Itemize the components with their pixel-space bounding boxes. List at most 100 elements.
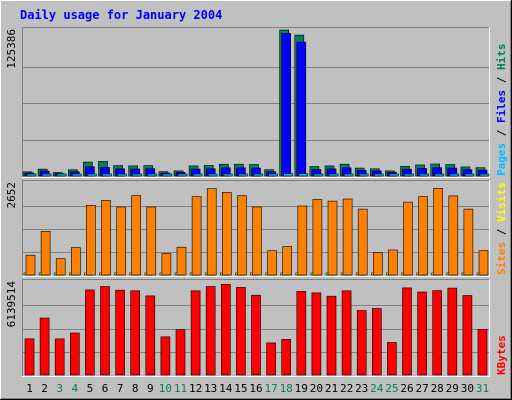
pages-bar-day-5	[87, 173, 97, 177]
pages-bar-day-29	[449, 173, 460, 177]
kbytes-bar-day-19	[296, 291, 307, 376]
sites-bar-day-14	[222, 192, 232, 276]
sites-bar-day-17	[267, 250, 277, 276]
sites-bar-day-6	[101, 200, 111, 276]
kbytes-bar-day-6	[100, 286, 110, 376]
kbytes-bar-day-12	[190, 290, 201, 376]
pages-bar-day-24	[373, 173, 384, 177]
pages-bar-day-11	[177, 173, 188, 177]
kbytes-bar-day-28	[432, 290, 443, 376]
sites-bar-day-2	[40, 231, 51, 276]
chart-title: Daily usage for January 2004	[20, 8, 222, 22]
kbytes-bar-day-13	[205, 286, 216, 376]
sites-bar-day-26	[403, 201, 413, 276]
sites-bar-day-24	[372, 252, 383, 276]
kbytes-bar-day-22	[341, 290, 352, 376]
kbytes-bar-day-18	[281, 339, 292, 376]
day-label-12: 12	[189, 382, 202, 395]
visits-panel: 2652 Sites / Visits	[5, 180, 508, 277]
hits-panel: 125386 Pages / Files / Hits	[5, 27, 508, 178]
sites-bar-day-25	[388, 249, 398, 276]
pages-bar-day-18	[283, 173, 294, 177]
sites-bar-day-4	[71, 247, 81, 276]
day-label-23: 23	[355, 382, 368, 395]
sites-bar-day-13	[206, 188, 217, 276]
day-label-29: 29	[446, 382, 459, 395]
pages-bar-day-1	[26, 173, 37, 177]
day-label-26: 26	[400, 382, 413, 395]
day-labels: 1 2 3 4 5 6 7 8 9 10 11 12 13 14 15 16 17 18 19 20 21 22 23 24 2…	[26, 382, 489, 395]
sites-bar-day-12	[191, 196, 202, 276]
pages-bar-day-7	[117, 173, 127, 177]
kbytes-bar-day-5	[85, 289, 95, 376]
day-label-4: 4	[71, 382, 78, 395]
day-label-28: 28	[431, 382, 444, 395]
sites-bar-day-27	[418, 196, 428, 276]
day-label-27: 27	[415, 382, 428, 395]
legend-label: /	[495, 70, 508, 90]
panel-max-label: 2652	[5, 182, 18, 209]
legend-label: Sites	[495, 242, 508, 275]
sites-bar-day-19	[297, 205, 308, 276]
kbytes-bar-day-11	[175, 329, 186, 376]
day-label-31: 31	[476, 382, 489, 395]
day-label-25: 25	[385, 382, 398, 395]
sites-bar-day-15	[237, 195, 247, 276]
legend-label: KBytes	[495, 335, 508, 375]
files-bar-day-18	[281, 33, 292, 177]
kbytes-bar-day-17	[266, 342, 276, 376]
kbytes-bar-day-31	[477, 329, 488, 376]
pages-bar-day-19	[298, 173, 309, 177]
sites-bar-day-7	[116, 206, 126, 276]
pages-bar-day-10	[162, 173, 173, 177]
sites-bar-day-31	[478, 250, 489, 276]
legend-label: /	[495, 123, 508, 143]
pages-bar-day-13	[207, 173, 218, 177]
day-label-6: 6	[102, 382, 109, 395]
sites-bar-day-1	[25, 254, 36, 276]
day-label-13: 13	[204, 382, 217, 395]
pages-bar-day-16	[253, 173, 263, 177]
pages-bar-day-14	[223, 173, 233, 177]
kbytes-bar-day-2	[39, 317, 50, 376]
day-label-3: 3	[56, 382, 63, 395]
sites-bar-day-10	[161, 253, 172, 276]
sites-bar-day-18	[282, 246, 293, 276]
panel-legend: Pages / Files / Hits	[495, 44, 508, 177]
legend-label: Visits	[495, 182, 508, 222]
day-label-22: 22	[340, 382, 353, 395]
pages-bar-day-26	[404, 173, 414, 177]
day-label-2: 2	[41, 382, 48, 395]
day-label-7: 7	[117, 382, 124, 395]
kbytes-bar-day-8	[130, 290, 140, 376]
sites-bar-day-3	[55, 258, 66, 276]
kbytes-bar-day-24	[371, 308, 382, 376]
pages-bar-day-3	[56, 173, 67, 177]
day-label-1: 1	[26, 382, 33, 395]
legend-label: Files	[495, 90, 508, 123]
panel-legend: KBytes	[495, 335, 508, 375]
pages-bar-day-21	[328, 173, 339, 177]
pages-bar-day-30	[464, 173, 475, 177]
pages-bar-day-31	[479, 173, 490, 177]
kbytes-bar-day-1	[24, 338, 35, 376]
panel-max-label: 125386	[5, 29, 18, 69]
pages-bar-day-8	[132, 173, 142, 177]
sites-bar-day-22	[342, 198, 353, 276]
sites-bar-day-23	[357, 208, 368, 276]
sites-bar-day-28	[433, 188, 444, 276]
sites-bar-day-8	[131, 195, 141, 276]
pages-bar-day-4	[72, 173, 82, 177]
kbytes-bar-day-30	[462, 295, 473, 376]
day-label-14: 14	[219, 382, 233, 395]
kbytes-bar-day-7	[115, 289, 125, 376]
kbytes-bar-day-29	[447, 287, 458, 376]
kbytes-panel: 6139514 KBytes	[5, 279, 508, 377]
sites-bar-day-20	[312, 199, 323, 276]
day-label-9: 9	[147, 382, 154, 395]
chart-panels: 125386 Pages / Files / Hits 2652 Sites / Vi…	[5, 27, 508, 377]
pages-bar-day-27	[419, 173, 429, 177]
day-label-30: 30	[461, 382, 474, 395]
day-label-15: 15	[234, 382, 247, 395]
day-label-16: 16	[249, 382, 262, 395]
